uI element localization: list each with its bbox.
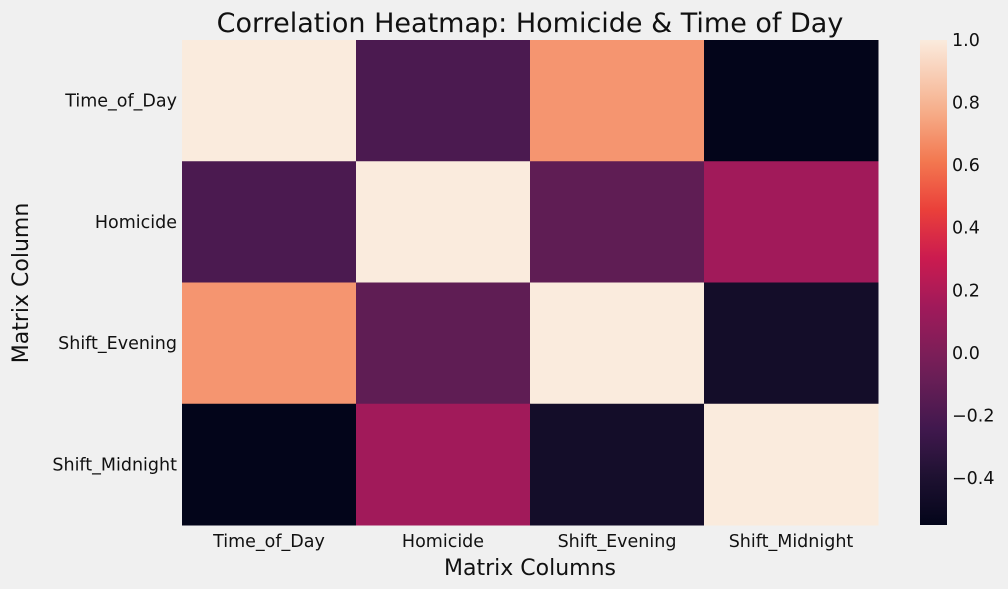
y-tick-labels: Time_of_Day Homicide Shift_Evening Shift_Mi…: [52, 92, 177, 476]
heatmap-cell-Homicide-Shift_Evening: [530, 161, 705, 283]
y-tick-label: Time_of_Day: [64, 92, 177, 112]
heatmap-cell-Homicide-Homicide: [356, 161, 531, 283]
colorbar-gradient: [920, 40, 947, 525]
heatmap-cell-Homicide-Time_of_Day: [182, 161, 357, 283]
heatmap-cell-Time_of_Day-Shift_Midnight: [704, 40, 879, 162]
y-tick-label: Homicide: [95, 213, 177, 233]
colorbar-tick-label: 0.0: [952, 344, 980, 364]
heatmap-cell-Shift_Midnight-Shift_Evening: [530, 403, 705, 526]
colorbar-tick-label: 0.4: [952, 219, 980, 239]
heatmap-cell-Time_of_Day-Homicide: [356, 40, 531, 162]
y-tick-label: Shift_Evening: [58, 334, 177, 354]
heatmap-cell-Time_of_Day-Time_of_Day: [182, 40, 357, 162]
colorbar-tick-label: 0.6: [952, 156, 980, 176]
heatmap-cell-Homicide-Shift_Midnight: [704, 161, 879, 283]
chart-title: Correlation Heatmap: Homicide & Time of …: [217, 8, 844, 39]
x-tick-label: Shift_Evening: [558, 532, 677, 552]
heatmap-cell-Shift_Evening-Time_of_Day: [182, 282, 357, 405]
x-tick-label: Homicide: [402, 532, 484, 552]
colorbar-ticks: 1.0 0.8 0.6 0.4 0.2 0.0 −0.2 −0.4: [952, 31, 995, 489]
colorbar-tick-label: 1.0: [952, 31, 980, 51]
x-tick-label: Shift_Midnight: [729, 532, 854, 552]
colorbar: 1.0 0.8 0.6 0.4 0.2 0.0 −0.2 −0.4: [920, 31, 995, 525]
colorbar-tick-label: 0.2: [952, 281, 980, 301]
heatmap-cell-Shift_Midnight-Homicide: [356, 403, 531, 526]
heatmap-cell-Time_of_Day-Shift_Evening: [530, 40, 705, 162]
heatmap-cell-Shift_Evening-Homicide: [356, 282, 531, 405]
x-axis-title: Matrix Columns: [444, 556, 616, 581]
x-tick-labels: Time_of_Day Homicide Shift_Evening Shift_Mi…: [212, 532, 853, 552]
y-axis-title: Matrix Column: [9, 203, 34, 364]
colorbar-tick-label: 0.8: [952, 94, 980, 114]
colorbar-tick-label: −0.4: [952, 469, 995, 489]
heatmap-cells: [182, 40, 879, 526]
heatmap-cell-Shift_Midnight-Shift_Midnight: [704, 403, 879, 526]
heatmap-cell-Shift_Evening-Shift_Midnight: [704, 282, 879, 405]
x-tick-label: Time_of_Day: [212, 532, 325, 552]
colorbar-tick-label: −0.2: [952, 406, 995, 426]
heatmap-cell-Shift_Evening-Shift_Evening: [530, 282, 705, 405]
heatmap-cell-Shift_Midnight-Time_of_Day: [182, 403, 357, 526]
y-tick-label: Shift_Midnight: [52, 455, 177, 475]
